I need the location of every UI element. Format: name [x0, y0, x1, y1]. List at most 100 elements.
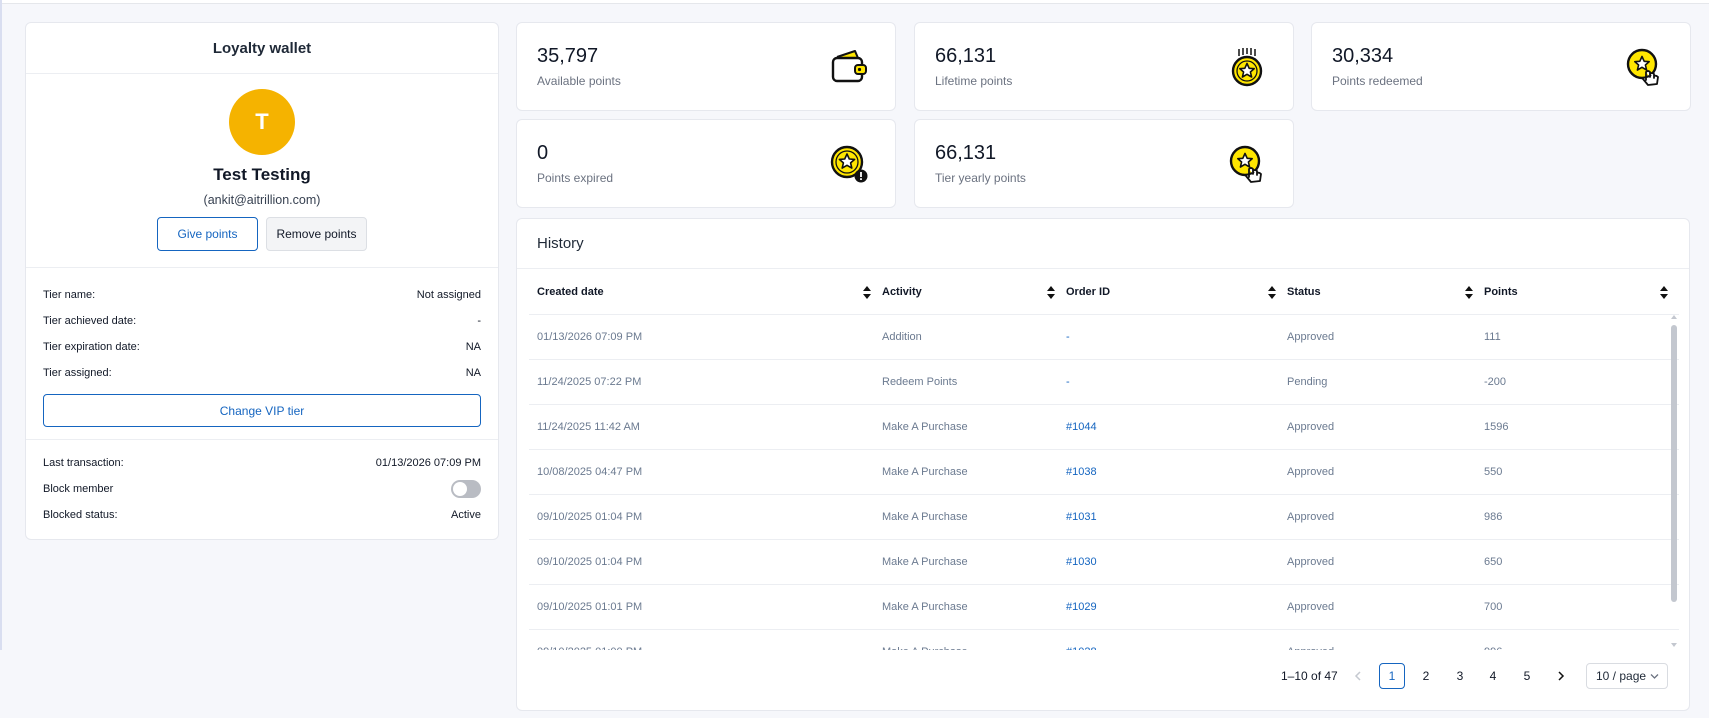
blocked-status-value: Active — [451, 509, 481, 521]
sort-icon[interactable] — [1047, 286, 1055, 299]
chevron-right-icon — [1558, 671, 1565, 681]
history-title: History — [517, 219, 1689, 269]
stat-value: 35,797 — [537, 45, 599, 67]
member-email: (ankit@aitrillion.com) — [203, 193, 321, 207]
cell-points: 1596 — [1484, 421, 1509, 433]
change-vip-tier-button[interactable]: Change VIP tier — [43, 394, 481, 427]
stat-label: Points redeemed — [1332, 74, 1423, 88]
column-points[interactable]: Points — [1484, 286, 1518, 298]
order-link[interactable]: #1038 — [1066, 466, 1097, 478]
chevron-down-icon — [1650, 674, 1659, 679]
tier-details: Tier name: Not assigned Tier achieved da… — [26, 268, 498, 440]
table-row: 09/10/2025 01:04 PM Make A Purchase #103… — [529, 540, 1679, 585]
cell-status: Approved — [1287, 421, 1335, 433]
pagination-range: 1–10 of 47 — [1281, 669, 1338, 683]
next-page-button[interactable] — [1548, 663, 1574, 689]
table-scrollbar[interactable] — [1670, 315, 1678, 647]
page-3-button[interactable]: 3 — [1456, 669, 1464, 683]
tier-expiration-value: NA — [465, 341, 481, 353]
stat-value: 66,131 — [935, 142, 997, 164]
stat-label: Tier yearly points — [935, 171, 1026, 185]
page-4-button[interactable]: 4 — [1489, 669, 1497, 683]
last-transaction-row: Last transaction: 01/13/2026 07:09 PM — [43, 450, 481, 476]
tier-expiration-label: Tier expiration date: — [43, 341, 140, 353]
left-edge — [0, 0, 2, 650]
cell-status: Approved — [1287, 601, 1335, 613]
cell-points: 700 — [1484, 601, 1503, 613]
tier-name-value: Not assigned — [416, 289, 481, 301]
cell-created-date: 09/10/2025 01:00 PM — [537, 630, 642, 650]
history-table-header: Created date Activity Order ID Status Po… — [529, 269, 1679, 315]
top-bar — [0, 0, 1709, 4]
toggle-knob — [453, 482, 467, 496]
last-transaction-label: Last transaction: — [43, 457, 124, 469]
page-2-button[interactable]: 2 — [1422, 669, 1430, 683]
sort-icon[interactable] — [863, 286, 871, 299]
wallet-title: Loyalty wallet — [26, 23, 498, 74]
column-order-id[interactable]: Order ID — [1066, 286, 1111, 298]
star-coin-alert-icon — [830, 145, 868, 183]
stat-label: Lifetime points — [935, 74, 1013, 88]
stat-points-redeemed: 30,334 Points redeemed — [1311, 22, 1691, 111]
stat-label: Available points — [537, 74, 621, 88]
page-5-button[interactable]: 5 — [1523, 669, 1531, 683]
cell-created-date: 09/10/2025 01:04 PM — [537, 556, 643, 568]
cell-status: Approved — [1287, 466, 1335, 478]
give-points-button[interactable]: Give points — [157, 217, 258, 251]
avatar: T — [229, 89, 295, 155]
order-link[interactable]: #1044 — [1066, 421, 1097, 433]
history-card: History Created date Activity Order ID S… — [516, 218, 1690, 711]
cell-points: 550 — [1484, 466, 1503, 478]
column-activity[interactable]: Activity — [882, 286, 922, 298]
table-row: 09/10/2025 01:04 PM Make A Purchase #103… — [529, 495, 1679, 540]
table-row: 10/08/2025 04:47 PM Make A Purchase #103… — [529, 450, 1679, 495]
member-profile: T Test Testing (ankit@aitrillion.com) Gi… — [26, 74, 498, 268]
column-status[interactable]: Status — [1287, 286, 1321, 298]
member-name: Test Testing — [213, 165, 311, 184]
cell-activity: Redeem Points — [882, 376, 958, 388]
cell-created-date: 09/10/2025 01:04 PM — [537, 511, 643, 523]
page-1-button[interactable]: 1 — [1379, 663, 1405, 689]
loyalty-wallet-card: Loyalty wallet T Test Testing (ankit@ait… — [25, 22, 499, 540]
table-row: 09/10/2025 01:01 PM Make A Purchase #102… — [529, 585, 1679, 630]
tier-achieved-value: - — [477, 315, 481, 327]
table-row: 01/13/2026 07:09 PM Addition - Approved … — [529, 315, 1679, 360]
order-link[interactable]: #1029 — [1066, 601, 1097, 613]
star-coin-hand-icon — [1626, 48, 1659, 86]
cell-points: 986 — [1484, 511, 1503, 523]
sort-icon[interactable] — [1465, 286, 1473, 299]
column-created-date[interactable]: Created date — [537, 286, 604, 298]
cell-created-date: 11/24/2025 07:22 PM — [537, 376, 642, 388]
wallet-icon — [831, 50, 867, 83]
stat-available-points: 35,797 Available points — [516, 22, 896, 111]
tier-assigned-value: NA — [465, 367, 481, 379]
block-member-toggle[interactable] — [451, 480, 481, 498]
cell-points: 111 — [1484, 331, 1501, 343]
cell-points: 650 — [1484, 556, 1503, 568]
order-link[interactable]: #1028 — [1066, 630, 1097, 650]
block-member-label: Block member — [43, 483, 114, 495]
blocked-status-row: Blocked status: Active — [43, 502, 481, 528]
cell-activity: Addition — [882, 331, 922, 343]
order-link[interactable]: #1031 — [1066, 511, 1097, 523]
cell-status: Approved — [1287, 331, 1335, 343]
stat-value: 66,131 — [935, 45, 997, 67]
cell-created-date: 10/08/2025 04:47 PM — [537, 466, 643, 478]
blocked-status-label: Blocked status: — [43, 509, 118, 521]
sort-icon[interactable] — [1660, 286, 1668, 299]
tier-assigned-row: Tier assigned: NA — [43, 360, 481, 386]
tier-assigned-label: Tier assigned: — [43, 367, 112, 379]
prev-page-button[interactable] — [1345, 663, 1371, 689]
order-link[interactable]: #1030 — [1066, 556, 1097, 568]
page-size-select[interactable]: 10 / page — [1586, 663, 1668, 689]
star-coin-rising-icon — [1231, 48, 1263, 87]
cell-activity: Make A Purchase — [882, 601, 968, 613]
remove-points-button[interactable]: Remove points — [266, 217, 367, 251]
cell-points: -200 — [1484, 376, 1507, 388]
sort-icon[interactable] — [1268, 286, 1276, 299]
star-coin-hand-icon — [1229, 145, 1262, 183]
transaction-details: Last transaction: 01/13/2026 07:09 PM Bl… — [26, 440, 498, 538]
cell-created-date: 01/13/2026 07:09 PM — [537, 331, 643, 343]
cell-status: Approved — [1287, 630, 1334, 650]
tier-name-label: Tier name: — [43, 289, 96, 301]
